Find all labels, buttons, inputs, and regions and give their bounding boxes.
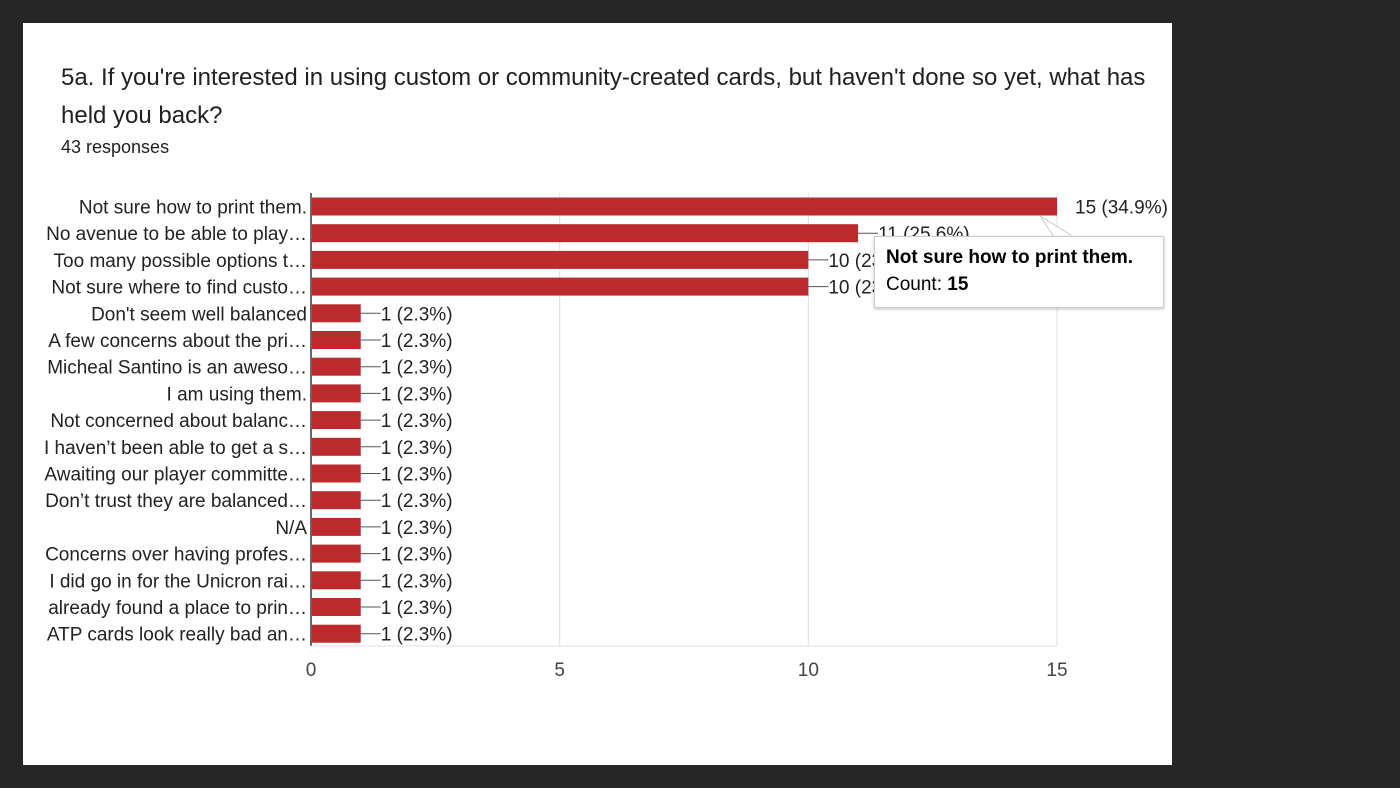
- bar: [312, 331, 361, 349]
- category-label: Not concerned about balanc…: [50, 411, 307, 432]
- bar: [312, 197, 1057, 216]
- category-label: A few concerns about the pri…: [48, 331, 307, 352]
- x-tick-label: 0: [306, 660, 317, 681]
- data-label: 1 (2.3%): [381, 491, 453, 512]
- category-label: Not sure how to print them.: [79, 198, 307, 219]
- data-label: 1 (2.3%): [381, 465, 453, 486]
- question-title: 5a. If you're interested in using custom…: [61, 64, 1146, 129]
- x-tick-label: 15: [1046, 660, 1067, 681]
- category-label: I did go in for the Unicron rai…: [49, 571, 307, 592]
- data-label: 1 (2.3%): [381, 411, 453, 432]
- bar: [312, 277, 809, 296]
- bar: [312, 491, 361, 510]
- category-label: Don't seem well balanced: [91, 304, 307, 325]
- bar: [312, 411, 361, 430]
- tooltip-count: Count: 15: [886, 274, 968, 296]
- x-tick-label: 10: [798, 660, 819, 681]
- data-label: 1 (2.3%): [381, 571, 453, 592]
- tooltip-title: Not sure how to print them.: [886, 247, 1133, 268]
- tooltip-count-label: Count:: [886, 274, 942, 295]
- category-label: No avenue to be able to play…: [46, 224, 307, 245]
- category-label: ATP cards look really bad an…: [47, 625, 307, 646]
- bar: [312, 517, 361, 536]
- data-label: 1 (2.3%): [381, 518, 453, 539]
- tooltip-pointer: [1040, 216, 1076, 238]
- category-label: I haven’t been able to get a s…: [44, 438, 307, 459]
- bar: [312, 464, 361, 483]
- category-label: N/A: [275, 518, 307, 539]
- category-label: Too many possible options t…: [54, 251, 307, 272]
- bar: [312, 224, 859, 243]
- hover-tooltip: Not sure how to print them. Count: 15: [874, 236, 1164, 308]
- bar-chart: 0 5 10 15 Not sure how to print them. 15 (34.…: [44, 193, 1168, 681]
- data-label: 1 (2.3%): [381, 625, 453, 646]
- category-label: I am using them.: [167, 384, 307, 405]
- bar: [312, 250, 809, 269]
- data-label: 15 (34.9%): [1075, 198, 1168, 219]
- data-label: 1 (2.3%): [381, 598, 453, 619]
- bar: [312, 598, 361, 616]
- category-label: Not sure where to find custo…: [51, 278, 307, 299]
- tooltip-count-value: 15: [947, 274, 969, 295]
- data-label: 1 (2.3%): [381, 358, 453, 379]
- data-label: 1 (2.3%): [381, 438, 453, 459]
- category-label: Don’t trust they are balanced…: [45, 491, 307, 512]
- bar: [312, 544, 361, 563]
- data-label: 1 (2.3%): [381, 304, 453, 325]
- bar: [312, 571, 361, 590]
- category-label: Awaiting our player committe…: [44, 465, 307, 486]
- bar: [312, 357, 361, 376]
- bar: [312, 437, 361, 456]
- category-label: Concerns over having profes…: [45, 545, 307, 566]
- category-label: already found a place to prin…: [48, 598, 307, 619]
- chart-card: 5a. If you're interested in using custom…: [23, 23, 1172, 765]
- data-label: 1 (2.3%): [381, 331, 453, 352]
- bar: [312, 384, 361, 403]
- bar: [312, 304, 361, 323]
- data-label: 1 (2.3%): [381, 545, 453, 566]
- category-label: Micheal Santino is an aweso…: [47, 358, 307, 379]
- data-label: 1 (2.3%): [381, 384, 453, 405]
- x-tick-label: 5: [554, 660, 565, 681]
- bar: [312, 624, 361, 643]
- response-count: 43 responses: [61, 137, 170, 157]
